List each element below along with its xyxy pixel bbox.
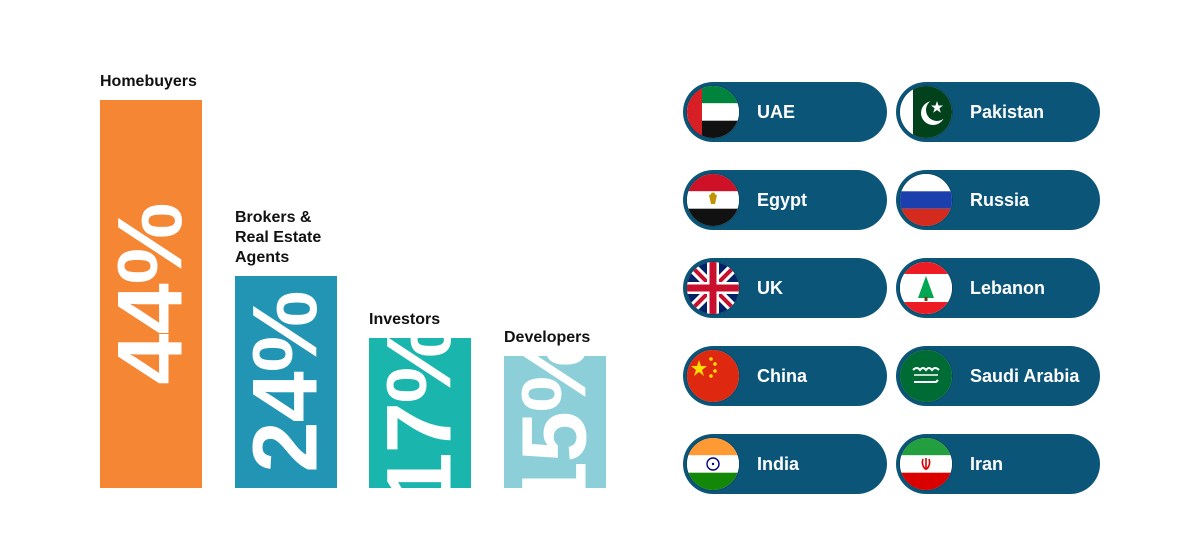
bar-3: 15%	[504, 331, 606, 513]
country-name: China	[757, 366, 808, 386]
country-list: UAE Pakistan Egypt Russia UK Lebanon China Saud…	[683, 82, 1103, 494]
bar-1: 24%	[235, 276, 337, 488]
india-flag-icon	[687, 438, 739, 490]
country-pill-lebanon: Lebanon	[896, 258, 1100, 318]
bar-value-label: 15%	[503, 331, 606, 513]
category-label: Homebuyers	[100, 73, 197, 90]
china-flag-icon	[687, 350, 739, 402]
country-name: Iran	[970, 454, 1004, 474]
country-pill-saudi-arabia: Saudi Arabia	[896, 346, 1100, 406]
country-name: Egypt	[757, 190, 808, 210]
country-pill-india: India	[683, 434, 887, 494]
uk-flag-icon	[687, 262, 739, 314]
bar-value-label: 44%	[99, 203, 202, 385]
lebanon-flag-icon	[900, 262, 952, 314]
category-label: Investors	[369, 311, 441, 328]
iran-flag-icon	[900, 438, 952, 490]
saudi-arabia-flag-icon	[900, 350, 952, 402]
country-pill-iran: Iran	[896, 434, 1100, 494]
uae-flag-icon	[687, 86, 739, 138]
bar-value-label: 24%	[234, 291, 337, 473]
country-name: UAE	[757, 102, 796, 122]
country-name: Pakistan	[970, 102, 1045, 122]
country-name: India	[757, 454, 800, 474]
country-pill-uae: UAE	[683, 82, 887, 142]
bar-value-label: 17%	[368, 322, 471, 504]
country-pill-egypt: Egypt	[683, 170, 887, 230]
russia-flag-icon	[900, 174, 952, 226]
pakistan-flag-icon	[900, 86, 952, 138]
category-label: Developers	[504, 329, 591, 346]
country-pill-pakistan: Pakistan	[896, 82, 1100, 142]
country-name: Lebanon	[970, 278, 1045, 298]
country-name: Saudi Arabia	[970, 366, 1080, 386]
audience-bar-chart: 44% Homebuyers 24% Brokers & Real Estate Ag…	[99, 73, 606, 513]
category-label: Brokers & Real Estate Agents	[235, 209, 322, 266]
bar-2: 17%	[369, 322, 471, 504]
country-pill-uk: UK	[683, 258, 887, 318]
country-name: UK	[757, 278, 783, 298]
bar-0: 44%	[100, 100, 202, 488]
country-name: Russia	[970, 190, 1030, 210]
country-pill-russia: Russia	[896, 170, 1100, 230]
country-pill-china: China	[683, 346, 887, 406]
egypt-flag-icon	[687, 174, 739, 226]
